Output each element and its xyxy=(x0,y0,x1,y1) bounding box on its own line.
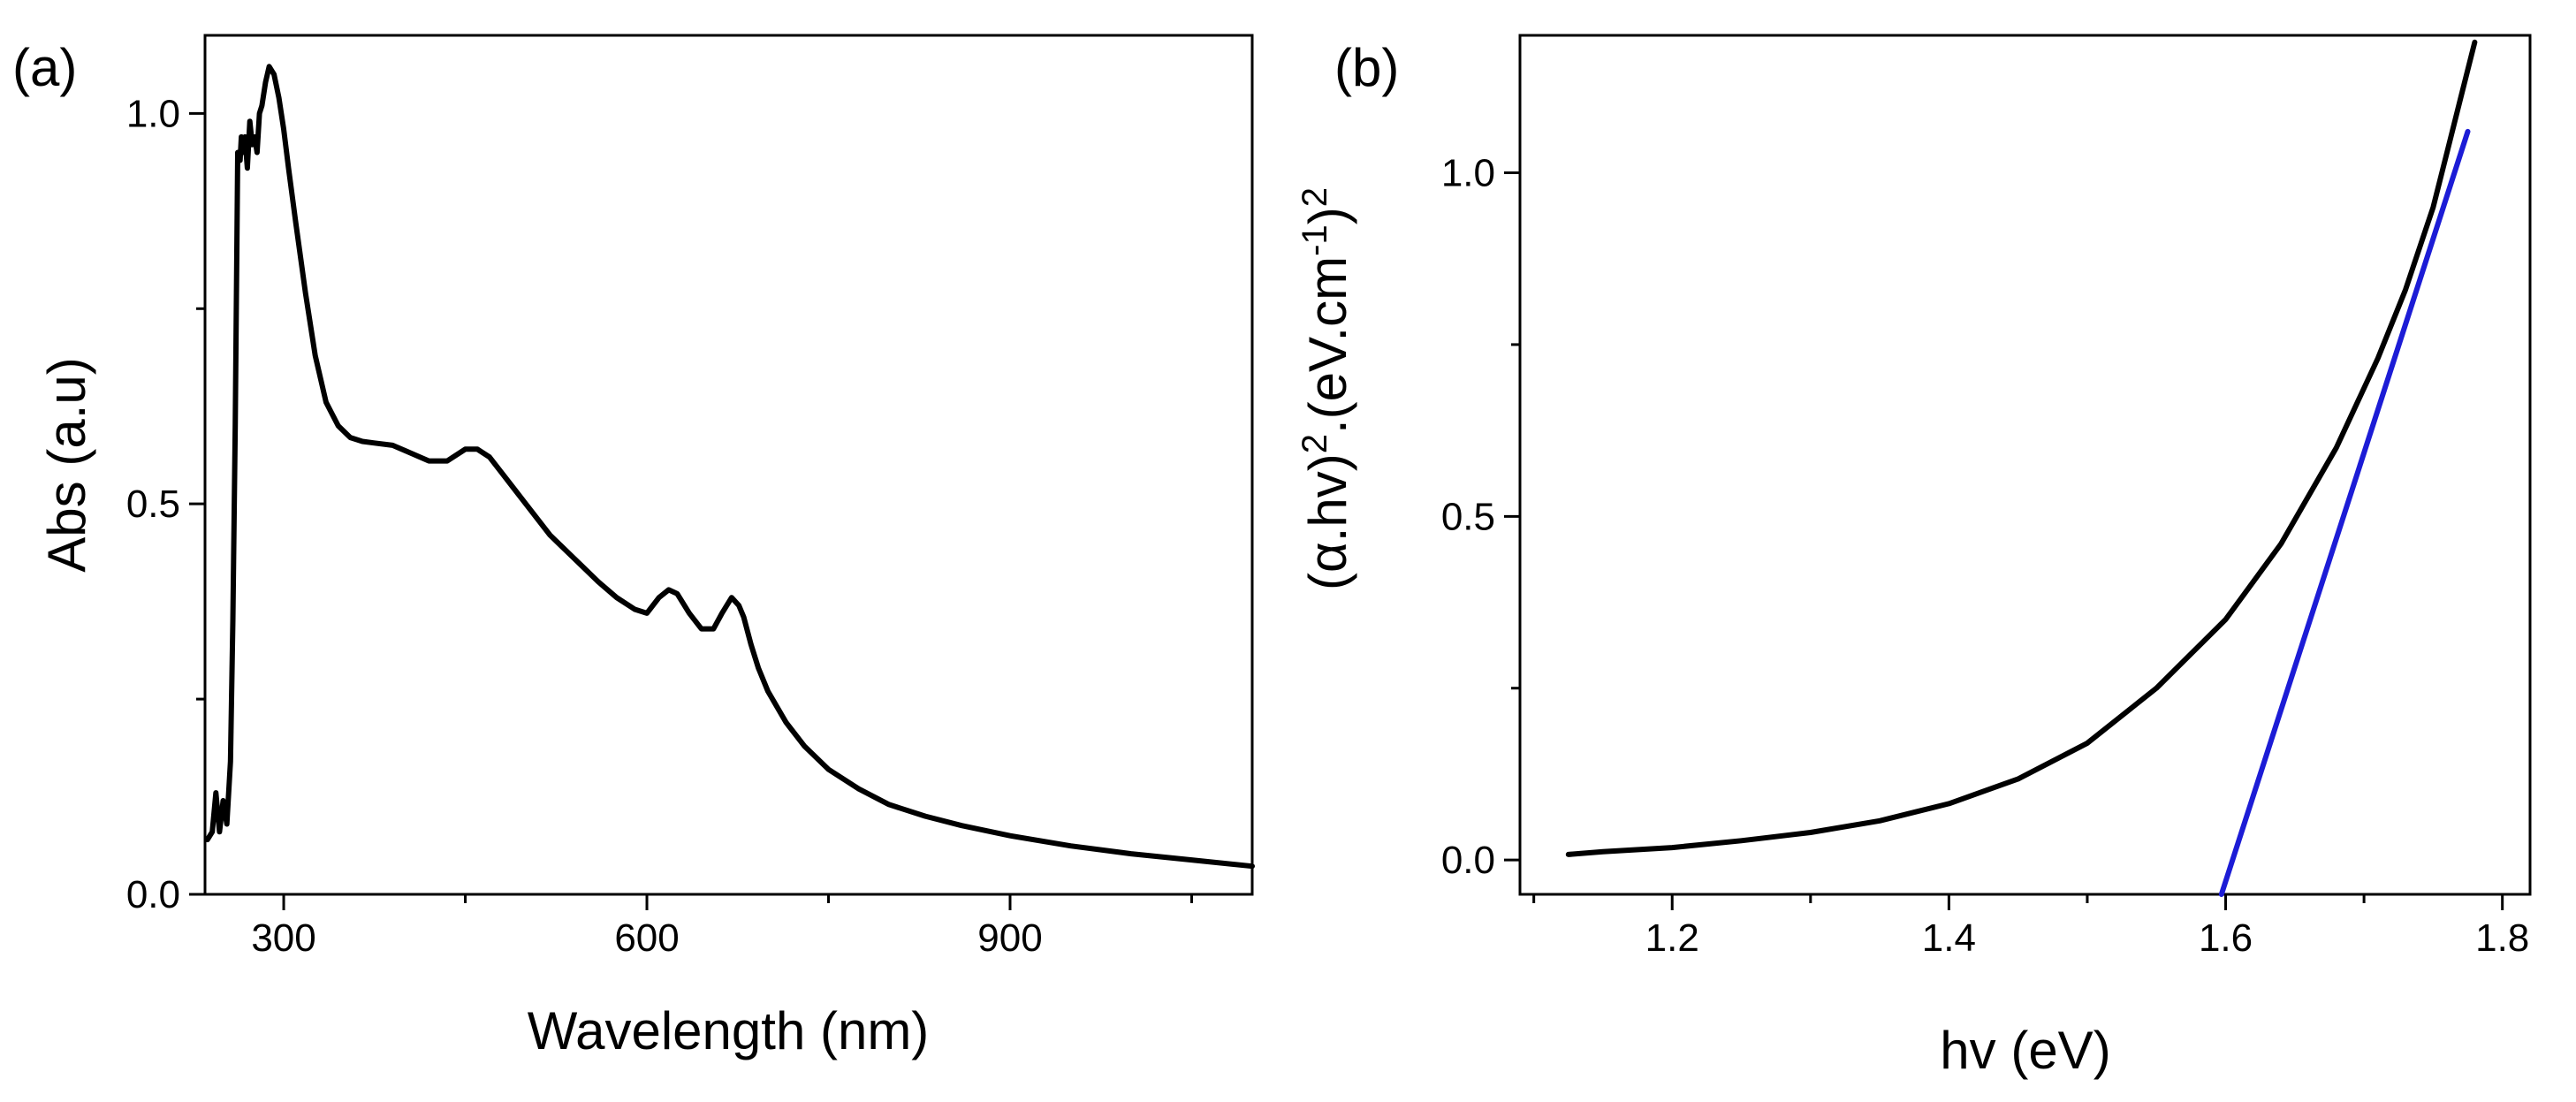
x-tick-label-b-0: 1.2 xyxy=(1645,916,1699,960)
series-line-b-1 xyxy=(2218,128,2471,897)
panel-label-b: (b) xyxy=(1334,38,1399,97)
y-title-b-sup-2: -1 xyxy=(1296,224,1334,256)
plot-frame-b xyxy=(1518,34,2532,896)
x-tick-label-b-1: 1.4 xyxy=(1922,916,1976,960)
tick-labels-b: 1.2 1.4 1.6 1.8 0.0 0.5 1.0 xyxy=(1441,152,2529,960)
ticks-b xyxy=(1504,171,2504,910)
y-tick-label-a-0: 0.0 xyxy=(126,873,180,916)
y-title-b-part-2: .(eV.cm xyxy=(1298,256,1357,434)
y-tick-label-a-1: 0.5 xyxy=(126,483,180,526)
y-tick-label-b-2: 1.0 xyxy=(1441,152,1495,195)
x-tick-label-a-1: 600 xyxy=(614,916,679,960)
ticks-a xyxy=(189,111,1194,910)
tick-labels-a: 300 600 900 0.0 0.5 1.0 xyxy=(126,92,1043,960)
x-axis-title-a: Wavelength (nm) xyxy=(528,1001,930,1060)
x-tick-label-b-3: 1.8 xyxy=(2475,916,2529,960)
y-title-b-sup-3: 2 xyxy=(1296,187,1334,207)
y-axis-title-b: (α.hv)2.(eV.cm-1)2 xyxy=(1296,187,1357,590)
x-tick-label-a-0: 300 xyxy=(251,916,315,960)
y-title-b-part-1: (α.hv) xyxy=(1298,453,1357,590)
panel-b: 1.2 1.4 1.6 1.8 0.0 0.5 1.0 (b) hv (eV) (α.hv)… xyxy=(1296,34,2532,1080)
y-tick-label-b-0: 0.0 xyxy=(1441,839,1495,882)
series-line-a-0 xyxy=(204,64,1255,870)
panel-label-a: (a) xyxy=(12,38,77,97)
y-title-b-sup-1: 2 xyxy=(1296,434,1334,453)
y-axis-title-a: Abs (a.u) xyxy=(37,357,96,572)
x-tick-label-a-2: 900 xyxy=(977,916,1042,960)
series-b xyxy=(1565,39,2478,897)
plot-frame-a xyxy=(203,34,1254,896)
x-tick-label-b-2: 1.6 xyxy=(2199,916,2253,960)
y-title-b-part-3: ) xyxy=(1298,207,1357,224)
y-tick-label-a-2: 1.0 xyxy=(126,92,180,135)
panel-a: 300 600 900 0.0 0.5 1.0 (a) Wavelength (nm) A… xyxy=(12,34,1255,1060)
series-line-b-0 xyxy=(1565,39,2478,857)
series-a xyxy=(204,64,1255,870)
x-axis-title-b: hv (eV) xyxy=(1940,1021,2110,1080)
y-tick-label-b-1: 0.5 xyxy=(1441,495,1495,538)
